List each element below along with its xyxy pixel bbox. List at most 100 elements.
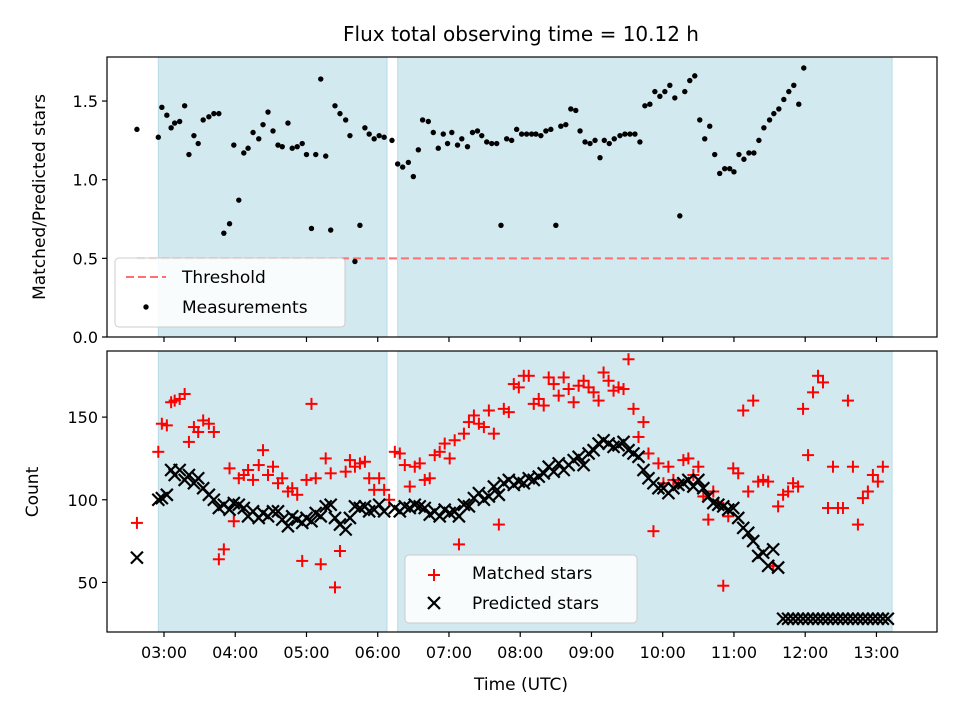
measurement-point <box>155 134 161 140</box>
predicted-star-point <box>861 611 875 626</box>
x-tick-label: 11:00 <box>711 643 757 662</box>
measurement-point <box>736 151 742 158</box>
matched-star-point <box>462 416 475 429</box>
measurement-point <box>617 132 623 139</box>
measurement-point <box>366 131 372 137</box>
measurement-point <box>285 120 291 126</box>
matched-star-point <box>522 369 535 382</box>
matched-star-point <box>309 472 322 485</box>
measurement-point <box>692 73 698 79</box>
measurement-point <box>494 140 500 147</box>
measurement-point <box>672 95 678 101</box>
measurement-point <box>352 258 358 265</box>
measurement-point <box>741 156 747 162</box>
measurement-point <box>171 120 178 126</box>
measurement-point <box>221 230 227 236</box>
measurement-point <box>627 131 633 137</box>
measurement-point <box>637 139 643 145</box>
measurement-point <box>513 126 520 133</box>
measurement-point <box>479 132 485 139</box>
matched-star-point <box>632 430 645 443</box>
measurement-point <box>265 109 271 115</box>
matched-star-point <box>587 386 600 399</box>
measurement-point <box>362 125 368 131</box>
predicted-star-point <box>681 473 696 487</box>
predicted-star-point <box>130 550 144 565</box>
measurement-point <box>652 88 658 95</box>
matched-star-point <box>637 416 650 429</box>
matched-star-point <box>413 457 426 470</box>
matched-star-point <box>487 427 500 440</box>
measurement-point <box>717 170 723 177</box>
y-tick-label: 0.5 <box>73 249 98 268</box>
measurement-point <box>454 142 461 148</box>
matched-star-point <box>851 518 864 531</box>
matched-star-point <box>652 457 665 470</box>
predicted-star-point <box>372 497 386 512</box>
measurement-point <box>568 106 574 112</box>
predicted-star-point <box>791 611 805 626</box>
predicted-star-point <box>806 611 820 626</box>
predicted-star-point <box>876 611 890 626</box>
measurement-point <box>250 129 256 136</box>
measurement-point <box>279 143 285 150</box>
measurement-point <box>538 132 544 139</box>
measurement-point <box>702 136 708 142</box>
measurement-point <box>523 131 530 137</box>
measurement-point <box>376 132 382 139</box>
matched-star-point <box>557 371 570 384</box>
measurement-point <box>712 151 718 158</box>
matched-star-point <box>343 454 356 467</box>
measurement-point <box>771 110 777 117</box>
measurement-point <box>632 131 638 137</box>
matched-star-point <box>647 525 660 538</box>
matched-star-point <box>747 394 760 407</box>
measurement-point <box>786 88 792 95</box>
predicted-star-point <box>160 488 174 502</box>
measurement-point <box>642 103 648 109</box>
predicted-star-point <box>237 501 251 515</box>
x-tick-label: 05:00 <box>283 643 329 662</box>
matched-star-point <box>378 483 391 496</box>
y-tick-label: 50 <box>78 573 98 592</box>
measurement-point <box>440 131 446 137</box>
matched-star-point <box>467 409 480 422</box>
predicted-star-point <box>616 435 631 449</box>
matched-star-point <box>433 445 446 458</box>
measurement-point <box>587 140 593 147</box>
measurement-point <box>543 128 549 134</box>
matched-star-point <box>242 464 255 477</box>
x-tick-label: 09:00 <box>568 643 614 662</box>
y-tick-label: 100 <box>67 491 98 510</box>
matched-star-point <box>212 553 225 566</box>
matched-star-point <box>333 545 346 558</box>
matched-star-point <box>797 402 810 415</box>
predicted-star-point <box>571 450 586 464</box>
matched-star-point <box>403 480 416 493</box>
matched-star-point <box>662 460 675 473</box>
matched-star-point <box>772 500 785 513</box>
measurement-point <box>294 143 300 150</box>
matched-star-point <box>423 472 436 485</box>
matched-star-point <box>319 452 332 465</box>
predicted-star-point <box>846 611 860 626</box>
predicted-star-point <box>871 611 885 626</box>
predicted-star-point <box>856 611 870 626</box>
measurement-point <box>573 107 579 114</box>
measurement-point <box>176 118 183 125</box>
legend-box-bottom <box>404 554 638 624</box>
measurement-point <box>682 88 688 95</box>
matched-star-point <box>152 445 165 458</box>
predicted-star-point <box>701 489 716 504</box>
predicted-star-point <box>696 481 711 495</box>
matched-star-point <box>622 353 635 366</box>
measurement-point <box>459 136 465 142</box>
predicted-star-point <box>313 509 328 524</box>
matched-star-point <box>452 538 465 551</box>
measurement-point <box>731 169 737 175</box>
predicted-star-point <box>462 499 476 514</box>
measurement-point <box>200 117 206 123</box>
matched-star-point <box>802 449 815 462</box>
measurement-point <box>256 136 262 142</box>
matched-star-point <box>717 579 730 592</box>
